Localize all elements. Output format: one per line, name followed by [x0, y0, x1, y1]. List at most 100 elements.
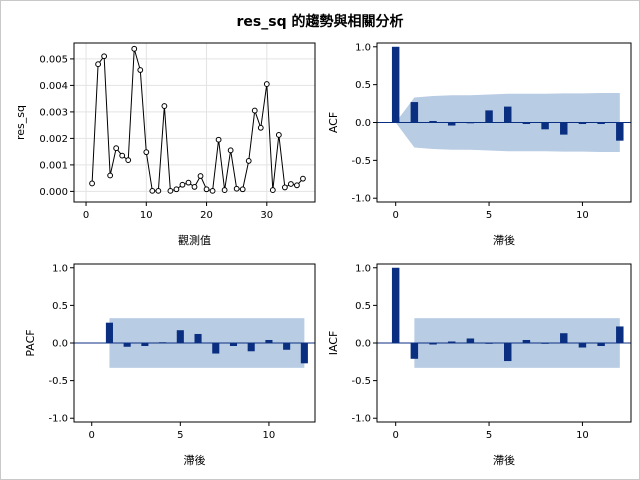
bar — [541, 122, 549, 130]
data-point — [269, 187, 276, 193]
iacf-panel: 0 5 10 -1.0 -0.5 0.0 0.5 1.0 滯後 IACF — [327, 263, 632, 467]
data-point — [89, 180, 95, 187]
x-tick-label: 5 — [486, 210, 492, 221]
y-tick-label: 0.5 — [355, 80, 371, 91]
bar — [578, 343, 587, 348]
data-point — [221, 187, 228, 193]
y-tick-label: 0.004 — [39, 81, 68, 92]
y-axis-label: res_sq — [14, 105, 27, 140]
bar — [410, 102, 419, 123]
data-point — [95, 61, 101, 68]
bar — [522, 339, 531, 343]
bar — [560, 122, 568, 135]
y-tick-label: 0.005 — [39, 54, 68, 65]
y-tick-label: -0.5 — [351, 156, 371, 167]
x-tick-label: 5 — [177, 430, 183, 441]
page-title: res_sq 的趨勢與相關分析 — [236, 14, 404, 30]
x-tick-label: 10 — [576, 210, 589, 221]
x-tick-label: 0 — [392, 210, 398, 221]
bar — [159, 342, 167, 344]
y-axis-label: ACF — [327, 112, 340, 133]
data-point — [245, 158, 252, 164]
bar — [410, 343, 419, 359]
acf-panel: 0 5 10 -1.0 -0.5 0.0 0.5 1.0 滯後 ACF — [327, 42, 632, 247]
plot-frame — [73, 42, 316, 203]
y-tick-label: -1.0 — [351, 414, 371, 425]
bar — [429, 120, 437, 123]
data-point — [294, 182, 300, 189]
trend-panel: 0 10 20 30 0.000 0.001 0.002 0.003 0.004 0.005 觀測值… — [14, 42, 316, 247]
bar — [391, 46, 400, 123]
bar — [485, 343, 493, 344]
data-point — [185, 179, 192, 186]
data-point — [137, 67, 144, 73]
data-point — [209, 187, 216, 194]
y-tick-label: -1.0 — [48, 414, 68, 425]
data-point — [131, 45, 138, 52]
bar — [447, 341, 456, 343]
data-point — [125, 157, 132, 164]
bar — [504, 343, 512, 362]
bar — [141, 343, 149, 347]
x-tick-label: 5 — [486, 430, 492, 441]
x-tick-label: 10 — [576, 430, 589, 441]
y-tick-label: -0.5 — [48, 376, 68, 387]
data-point — [119, 152, 126, 159]
y-tick-label: 0.0 — [355, 118, 371, 129]
data-point — [300, 175, 306, 182]
bar — [391, 267, 400, 343]
y-tick-label: 0.001 — [39, 160, 68, 171]
x-axis-label: 滯後 — [493, 453, 515, 467]
bar — [597, 122, 605, 125]
y-axis-label: PACF — [24, 329, 37, 356]
data-point — [197, 173, 204, 179]
x-axis-label: 觀測值 — [178, 233, 211, 247]
bar — [300, 343, 308, 364]
y-axis-label: IACF — [327, 331, 340, 356]
data-point — [233, 185, 240, 192]
y-tick-label: -1.0 — [351, 194, 371, 205]
x-tick-label: 20 — [200, 210, 213, 221]
bar — [466, 122, 475, 124]
bar — [247, 343, 255, 352]
bar — [522, 122, 531, 125]
data-point — [263, 81, 270, 87]
data-point — [191, 183, 198, 190]
bar — [616, 326, 624, 343]
y-tick-label: 0.000 — [39, 187, 68, 198]
bar — [176, 330, 184, 343]
x-tick-label: 0 — [392, 430, 398, 441]
data-point — [143, 149, 150, 156]
x-axis-label: 滯後 — [184, 453, 206, 467]
data-point — [288, 181, 294, 187]
bar — [105, 322, 113, 343]
bar — [265, 339, 273, 343]
data-point — [257, 124, 264, 131]
bar — [504, 106, 512, 123]
data-point — [173, 186, 180, 193]
data-point — [155, 187, 162, 194]
series-line — [91, 48, 304, 192]
y-tick-label: 1.0 — [355, 263, 371, 274]
x-tick-label: 10 — [140, 210, 153, 221]
bar — [541, 343, 549, 344]
bar — [194, 333, 202, 343]
bar — [578, 122, 587, 125]
bar — [212, 343, 220, 354]
x-axis-label: 滯後 — [493, 233, 515, 247]
x-tick-label: 0 — [89, 430, 95, 441]
bar — [485, 110, 493, 123]
bar — [447, 122, 456, 126]
data-point — [149, 187, 156, 194]
data-point — [179, 181, 186, 188]
bar — [229, 343, 238, 347]
x-tick-label: 10 — [263, 430, 276, 441]
bar — [560, 333, 568, 343]
bar — [616, 122, 624, 141]
data-point — [215, 136, 222, 143]
y-tick-label: 0.5 — [52, 301, 68, 312]
y-tick-label: 0.003 — [39, 107, 68, 118]
bar — [466, 338, 475, 343]
